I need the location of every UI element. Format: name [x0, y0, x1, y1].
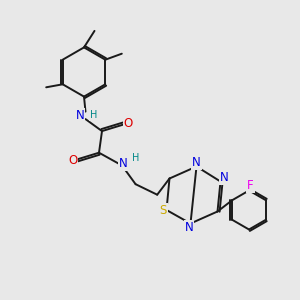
Text: S: S	[159, 203, 167, 217]
Text: N: N	[118, 157, 127, 170]
Text: N: N	[76, 109, 85, 122]
Text: N: N	[192, 156, 201, 169]
Text: H: H	[90, 110, 98, 120]
Text: H: H	[132, 153, 139, 163]
Text: N: N	[220, 171, 229, 184]
Text: O: O	[124, 116, 133, 130]
Text: F: F	[247, 178, 254, 192]
Text: N: N	[184, 221, 194, 234]
Text: O: O	[68, 154, 77, 167]
